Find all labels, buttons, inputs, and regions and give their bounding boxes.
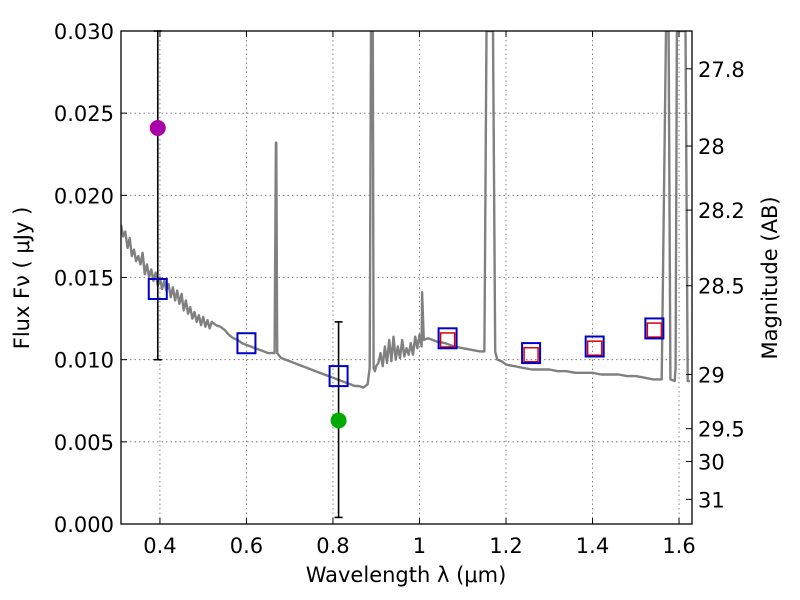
x-tick-label: 0.6 [230,534,263,558]
green-data-point [330,412,347,429]
y-tick-label: 0.025 [54,102,114,126]
y2-tick-label: 29.5 [698,418,745,442]
observed-flux-box [523,346,539,363]
observed-flux-box [439,332,456,348]
y-tick-label: 0.005 [54,431,114,455]
marker-layer [147,119,665,429]
y2-tick-label: 28.2 [698,199,745,223]
observed-flux-box [586,340,603,356]
y-tick-label: 0.020 [54,184,114,208]
model-flux-box [328,365,349,388]
grid-layer [121,30,692,525]
y-tick-label: 0.030 [54,20,114,44]
x-tick-label: 1.4 [576,534,609,558]
x-axis-title: Wavelength λ (μm) [306,563,507,587]
y-tick-label: 0.015 [54,267,114,291]
model-flux-box [521,342,542,365]
model-flux-box [236,332,257,355]
x-tick-label: 0.8 [316,534,349,558]
model-flux-box [584,335,605,358]
y2-tick-label: 28.5 [698,275,745,299]
y2-tick-label: 27.8 [698,58,745,82]
y-axis-title: Flux Fν ( μJy ) [10,207,34,350]
spectrum-layer [121,31,690,389]
y2-tick-label: 31 [698,488,725,512]
y2-tick-label: 28 [698,135,725,159]
magenta-data-point [149,119,166,136]
x-tick-label: 1.6 [662,534,695,558]
tick-layer: 0.4 0.6 0.8 1 1.2 1.4 1.6 0.000 0.005 0.010 0.015 0… [54,20,745,558]
y2-tick-label: 30 [698,451,725,475]
x-tick-label: 1 [413,534,426,558]
model-flux-box [437,327,458,350]
x-tick-label: 1.2 [489,534,522,558]
y-tick-label: 0.000 [54,513,114,537]
model-flux-box [147,278,168,301]
x-tick-label: 0.4 [143,534,176,558]
observed-flux-box [646,322,663,338]
y2-tick-label: 29 [698,363,725,387]
y2-axis-title: Magnitude (AB) [758,196,782,359]
model-flux-box [644,317,665,340]
spectrum-line [121,31,690,389]
errorbar-layer [153,30,343,519]
y-tick-label: 0.010 [54,349,114,373]
